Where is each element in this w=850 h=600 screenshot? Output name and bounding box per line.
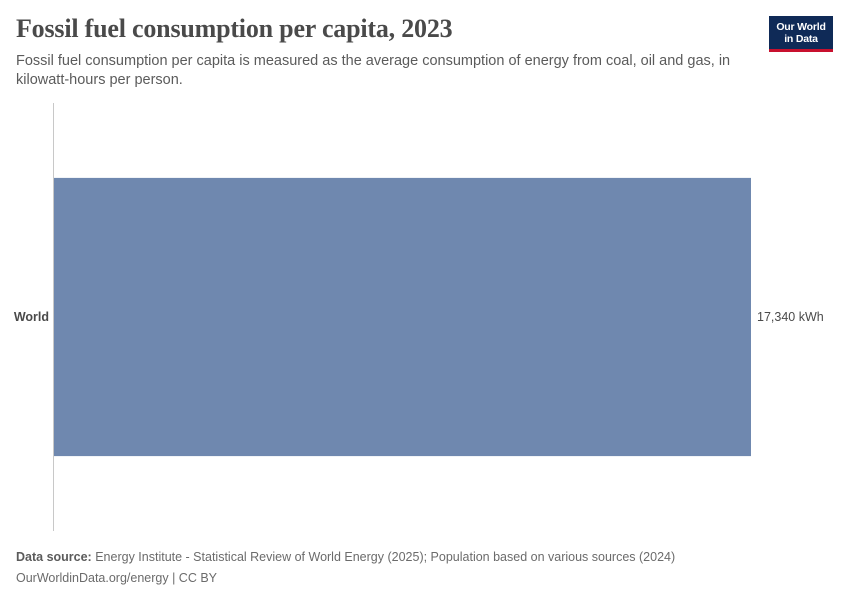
data-source-label: Data source:	[16, 550, 92, 564]
bars-group: World 17,340 kWh	[14, 177, 824, 457]
category-label: World	[14, 310, 49, 324]
logo-line-1: Our World	[776, 21, 826, 33]
chart-footer: Data source: Energy Institute - Statisti…	[16, 547, 675, 589]
chart-subtitle: Fossil fuel consumption per capita is me…	[16, 53, 731, 88]
bar-chart: World 17,340 kWh	[14, 103, 824, 531]
footer-link[interactable]: OurWorldinData.org/energy | CC BY	[16, 571, 218, 585]
owid-logo[interactable]: Our World in Data	[769, 16, 833, 52]
chart-title: Fossil fuel consumption per capita, 2023	[16, 14, 453, 43]
value-label: 17,340 kWh	[757, 310, 824, 324]
logo-line-2: in Data	[784, 33, 818, 45]
bar-world[interactable]	[54, 177, 751, 457]
data-source-line: Data source: Energy Institute - Statisti…	[16, 547, 675, 568]
data-source-text: Energy Institute - Statistical Review of…	[95, 550, 676, 564]
